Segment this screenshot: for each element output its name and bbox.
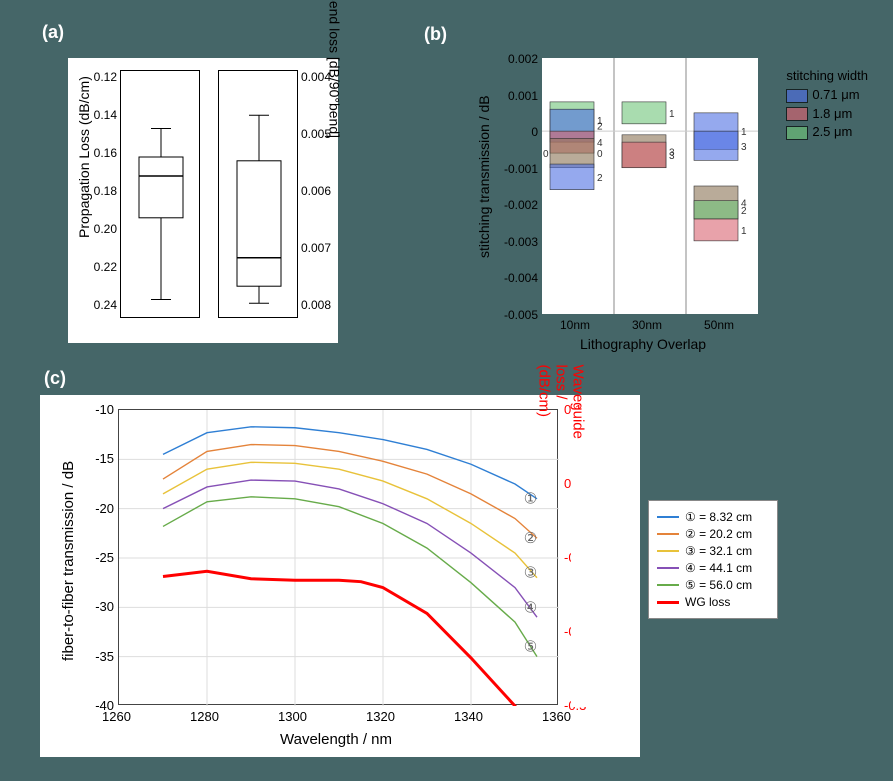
boxplot-propagation	[120, 70, 200, 318]
svg-text:2: 2	[597, 122, 603, 133]
svg-text:2: 2	[741, 206, 747, 217]
c-xlabel: Wavelength / nm	[280, 731, 392, 748]
b-xlabel: Lithography Overlap	[580, 336, 706, 352]
panel-c: fiber-to-fiber transmission / dB ① ② ③ ④ ⑤ W…	[40, 395, 640, 757]
panel-label-b: (b)	[424, 24, 447, 45]
svg-text:⑤: ⑤	[524, 639, 537, 656]
axis-label-prop-loss: Propagation Loss (dB/cm)	[76, 76, 92, 238]
svg-text:③: ③	[524, 565, 537, 582]
svg-text:4: 4	[597, 138, 603, 149]
panel-b: stitching transmission / dB 124002133134…	[470, 48, 870, 358]
svg-text:2: 2	[597, 173, 603, 184]
svg-text:1: 1	[741, 226, 747, 237]
legend-b-title: stitching width	[786, 68, 868, 83]
svg-text:②: ②	[524, 530, 537, 547]
panel-label-c: (c)	[44, 368, 66, 389]
svg-text:1: 1	[669, 109, 675, 120]
b-ylabel: stitching transmission / dB	[476, 95, 492, 258]
c-ylabel2: Waveguide loss / (dB/cm)	[535, 365, 586, 440]
svg-text:①: ①	[524, 491, 537, 508]
svg-text:0: 0	[543, 149, 549, 160]
c-plot-area: ① ② ③ ④ ⑤	[118, 409, 558, 705]
axis-label-bend-loss: Bend loss [dB/90°bend]	[326, 0, 342, 138]
svg-text:3: 3	[741, 142, 747, 153]
right-axis-strip: Waveguide loss / (dB/cm)	[571, 409, 588, 707]
legend-c: ① = 8.32 cm② = 20.2 cm③ = 32.1 cm④ = 44.…	[648, 500, 778, 619]
b-plot-area: 12400213313421 10nm30nm50nm	[542, 58, 758, 314]
panel-a: Propagation Loss (dB/cm) Bend loss [dB/9…	[68, 58, 338, 343]
svg-text:3: 3	[669, 151, 675, 162]
svg-text:④: ④	[524, 599, 537, 616]
legend-b: stitching width 0.71 μm1.8 μm2.5 μm	[786, 68, 868, 143]
svg-text:0: 0	[597, 149, 603, 160]
c-ylabel: fiber-to-fiber transmission / dB	[60, 461, 77, 661]
panel-label-a: (a)	[42, 22, 64, 43]
boxplot-bend	[218, 70, 298, 318]
svg-text:1: 1	[741, 127, 747, 138]
